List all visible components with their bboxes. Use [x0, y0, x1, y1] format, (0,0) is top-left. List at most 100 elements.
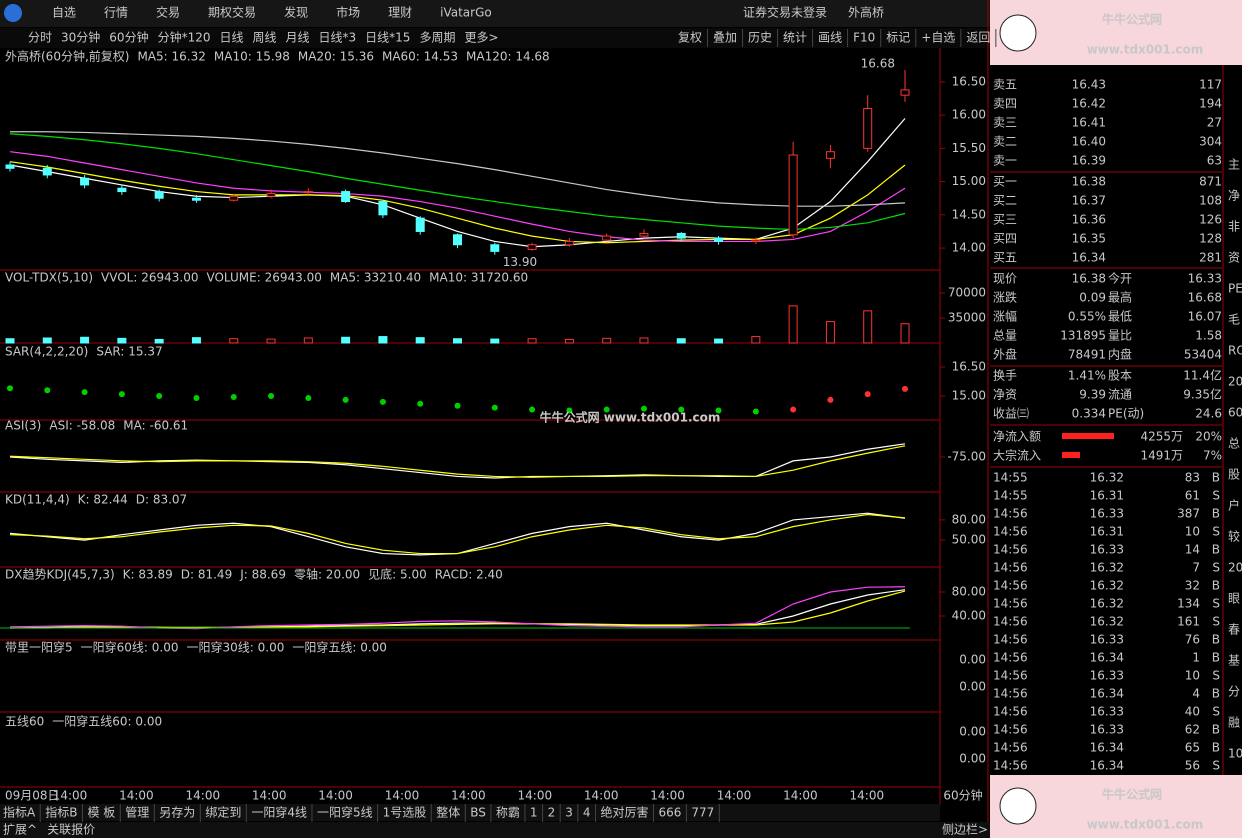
indicator-tab[interactable]: 1号选股 — [383, 806, 427, 820]
period-tab[interactable]: 60分钟 — [109, 30, 148, 45]
indicator-tab[interactable]: 777 — [691, 806, 714, 820]
indicator-tab[interactable]: 指标A — [3, 805, 36, 820]
tool-button[interactable]: 返回 — [966, 31, 990, 45]
indicator-header: ASI: -58.08 — [49, 419, 115, 433]
y-tick-label: 50.00 — [952, 533, 986, 547]
clipped-label: 净 — [1228, 189, 1240, 203]
indicator-header: 一阳穿30线: 0.00 — [187, 640, 285, 655]
indicator-tab[interactable]: 另存为 — [159, 806, 195, 820]
period-tab[interactable]: 周线 — [253, 31, 277, 45]
volume-bar — [453, 338, 462, 344]
x-tick-label: 14:00 — [119, 789, 154, 803]
tool-button[interactable]: 统计 — [783, 31, 807, 45]
indicator-tab[interactable]: 绑定到 — [205, 805, 241, 820]
tool-button[interactable]: 标记 — [886, 31, 910, 45]
sar-dot — [7, 385, 13, 392]
sar-dot — [640, 405, 647, 412]
clipped-label: 户 — [1228, 498, 1240, 513]
stat-value: 0.334 — [1072, 407, 1106, 421]
indicator-tab[interactable]: 3 — [565, 806, 573, 820]
trade-side: S — [1212, 669, 1220, 683]
tool-button[interactable]: F10 — [853, 31, 875, 45]
indicator-tab[interactable]: 绝对厉害 — [600, 805, 648, 820]
indicator-tab[interactable]: 4 — [583, 806, 591, 820]
menu-item[interactable]: iVatarGo — [440, 6, 492, 20]
trade-price: 16.34 — [1090, 651, 1124, 665]
indicator-tab[interactable]: BS — [470, 806, 486, 820]
indicator-tab[interactable]: 1 — [530, 806, 538, 820]
period-tab[interactable]: 分钟*120 — [158, 30, 211, 45]
indicator-tab[interactable]: 模 板 — [87, 806, 115, 820]
menu-item[interactable]: 理财 — [388, 6, 412, 20]
trade-time: 14:56 — [993, 759, 1028, 773]
trade-time: 14:56 — [993, 561, 1028, 575]
volume-bar — [117, 337, 127, 344]
sar-dot — [156, 393, 163, 400]
trade-side: B — [1212, 687, 1220, 701]
candle-body — [266, 193, 276, 197]
book-volume: 108 — [1199, 194, 1222, 208]
period-tab[interactable]: 分时 — [28, 31, 52, 45]
menu-item[interactable]: 期权交易 — [208, 5, 256, 20]
period-tab[interactable]: 月线 — [286, 31, 310, 45]
footer-tab[interactable]: 关联报价 — [47, 822, 95, 837]
y-tick-label: 15.00 — [952, 174, 986, 188]
indicator-tab[interactable]: 一阳穿5线 — [317, 805, 373, 820]
book-label: 买五 — [993, 251, 1017, 265]
clipped-label: 20 — [1228, 561, 1242, 575]
period-tab[interactable]: 日线*3 — [319, 31, 357, 45]
indicator-tab[interactable]: 指标B — [45, 805, 77, 820]
volume-bar — [527, 338, 537, 344]
sar-dot — [752, 408, 759, 415]
indicator-header: SAR: 15.37 — [96, 345, 162, 359]
ma-line — [10, 131, 906, 207]
tool-button[interactable]: 复权 — [678, 31, 702, 45]
menu-item[interactable]: 自选 — [52, 6, 76, 20]
tool-button[interactable]: 历史 — [748, 31, 772, 45]
sar-dot — [864, 391, 871, 398]
period-tab[interactable]: 更多> — [464, 31, 498, 45]
period-label: 60分钟 — [943, 788, 982, 803]
period-tab[interactable]: 30分钟 — [61, 30, 100, 45]
period-tab[interactable]: 日线 — [219, 31, 243, 45]
period-tab[interactable]: 多周期 — [419, 31, 455, 45]
tool-button[interactable]: +自选 — [921, 31, 955, 45]
candle-body — [229, 195, 239, 201]
volume-bar — [415, 337, 425, 344]
trade-price: 16.32 — [1090, 579, 1124, 593]
period-tab[interactable]: 日线*15 — [365, 31, 410, 45]
trade-time: 14:56 — [993, 741, 1028, 755]
tool-button[interactable]: 叠加 — [713, 31, 737, 45]
volume-bar — [751, 336, 761, 344]
indicator-tab[interactable]: 一阳穿4线 — [251, 805, 307, 820]
indicator-tab[interactable]: 管理 — [125, 805, 149, 820]
trade-price: 16.34 — [1090, 759, 1124, 773]
sar-dot — [827, 396, 834, 403]
menu-item[interactable]: 交易 — [156, 5, 180, 20]
indicator-tab[interactable]: 整体 — [436, 805, 460, 820]
indicator-tab[interactable]: 666 — [659, 806, 682, 820]
menu-item[interactable]: 行情 — [104, 6, 128, 20]
menu-item[interactable]: 市场 — [336, 5, 360, 20]
volume-bar — [191, 337, 201, 344]
stat-value: 16.68 — [1188, 291, 1222, 305]
sidebar-toggle[interactable]: 侧边栏> — [942, 822, 988, 837]
tool-button[interactable]: 画线 — [818, 31, 842, 45]
indicator-tab[interactable]: 称霸 — [496, 806, 520, 820]
volume-bar — [564, 338, 574, 344]
volume-bar — [639, 337, 649, 344]
stat-value: 53404 — [1184, 348, 1222, 362]
stat-value: 131895 — [1060, 329, 1106, 343]
book-label: 卖一 — [993, 154, 1017, 168]
indicator-tab[interactable]: 2 — [548, 806, 556, 820]
y-tick-label: 16.50 — [952, 360, 986, 374]
flow-bar — [1062, 452, 1080, 458]
indicator-header: SAR(4,2,2,20) — [5, 345, 88, 359]
flow-percent: 20% — [1195, 430, 1222, 444]
book-price: 16.35 — [1072, 232, 1106, 246]
menu-item[interactable]: 发现 — [284, 5, 308, 20]
volume-bar — [676, 338, 686, 344]
footer-tab[interactable]: 扩展^ — [3, 823, 37, 837]
volume-bar — [42, 337, 52, 344]
